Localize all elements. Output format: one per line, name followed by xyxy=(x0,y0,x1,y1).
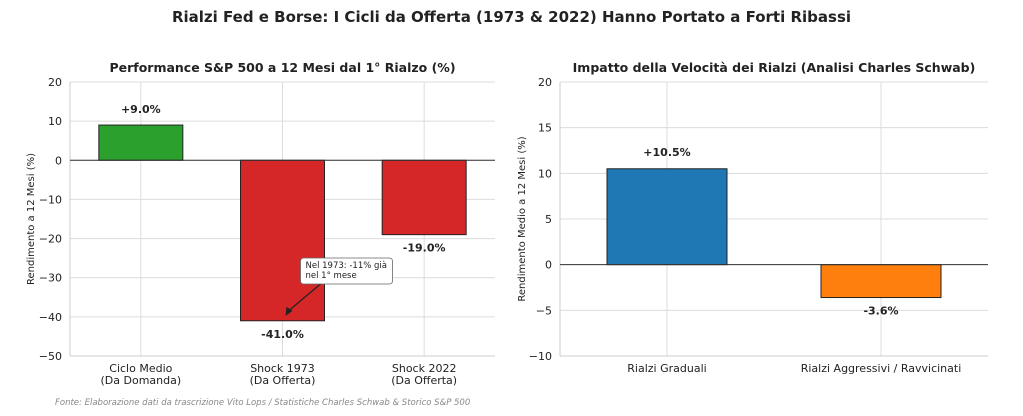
data-label: +9.0% xyxy=(121,103,161,116)
y-tick-label: −40 xyxy=(39,311,62,324)
bar xyxy=(606,168,728,266)
annotation-arrowhead xyxy=(285,306,293,316)
source-note: Fonte: Elaborazione dati da trascrizione… xyxy=(55,398,471,408)
data-label: -3.6% xyxy=(863,305,898,318)
y-tick-label: −50 xyxy=(39,350,62,363)
y-tick-label: 0 xyxy=(55,154,62,167)
y-tick-label: −30 xyxy=(39,272,62,285)
y-tick-label: −5 xyxy=(536,304,552,317)
x-tick-label: Rialzi Aggressivi / Ravvicinati xyxy=(801,362,962,375)
y-axis-label: Rendimento a 12 Mesi (%) xyxy=(26,153,37,285)
annotation-text: nel 1° mese xyxy=(306,271,357,281)
chart-2: Impatto della Velocità dei Rialzi (Anali… xyxy=(517,60,988,375)
y-tick-label: 10 xyxy=(538,167,552,180)
data-label: -41.0% xyxy=(261,328,304,341)
x-tick-label: Shock 1973 (Da Offerta) xyxy=(250,362,316,387)
y-tick-label: 20 xyxy=(538,76,552,89)
bar xyxy=(240,159,325,322)
y-tick-label: −10 xyxy=(39,193,62,206)
x-tick-label: Ciclo Medio (Da Domanda) xyxy=(101,362,182,387)
annotation-arrow xyxy=(288,283,321,312)
bar xyxy=(98,124,184,161)
y-axis-label: Rendimento Medio a 12 Mesi (%) xyxy=(517,136,528,301)
y-tick-label: 15 xyxy=(538,122,552,135)
y-tick-label: 20 xyxy=(48,76,62,89)
x-tick-label: Rialzi Graduali xyxy=(627,362,706,375)
figure-title: Rialzi Fed e Borse: I Cicli da Offerta (… xyxy=(171,8,852,26)
chart-title: Performance S&P 500 a 12 Mesi dal 1° Ria… xyxy=(109,60,455,75)
chart-title: Impatto della Velocità dei Rialzi (Anali… xyxy=(573,60,976,75)
annotation-text: Nel 1973: -11% già xyxy=(306,261,387,271)
y-tick-label: 10 xyxy=(48,115,62,128)
bar xyxy=(820,264,942,299)
y-tick-label: −20 xyxy=(39,233,62,246)
annotation-box xyxy=(300,257,393,285)
y-tick-label: 5 xyxy=(545,213,552,226)
bar xyxy=(381,159,467,236)
y-tick-label: −10 xyxy=(529,350,552,363)
chart-1: Performance S&P 500 a 12 Mesi dal 1° Ria… xyxy=(26,60,495,387)
y-tick-label: 0 xyxy=(545,259,552,272)
x-tick-label: Shock 2022 (Da Offerta) xyxy=(391,362,457,387)
data-label: -19.0% xyxy=(403,242,446,255)
data-label: +10.5% xyxy=(643,146,690,159)
